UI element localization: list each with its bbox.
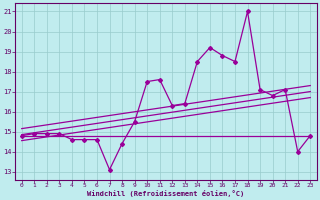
X-axis label: Windchill (Refroidissement éolien,°C): Windchill (Refroidissement éolien,°C) [87, 190, 244, 197]
